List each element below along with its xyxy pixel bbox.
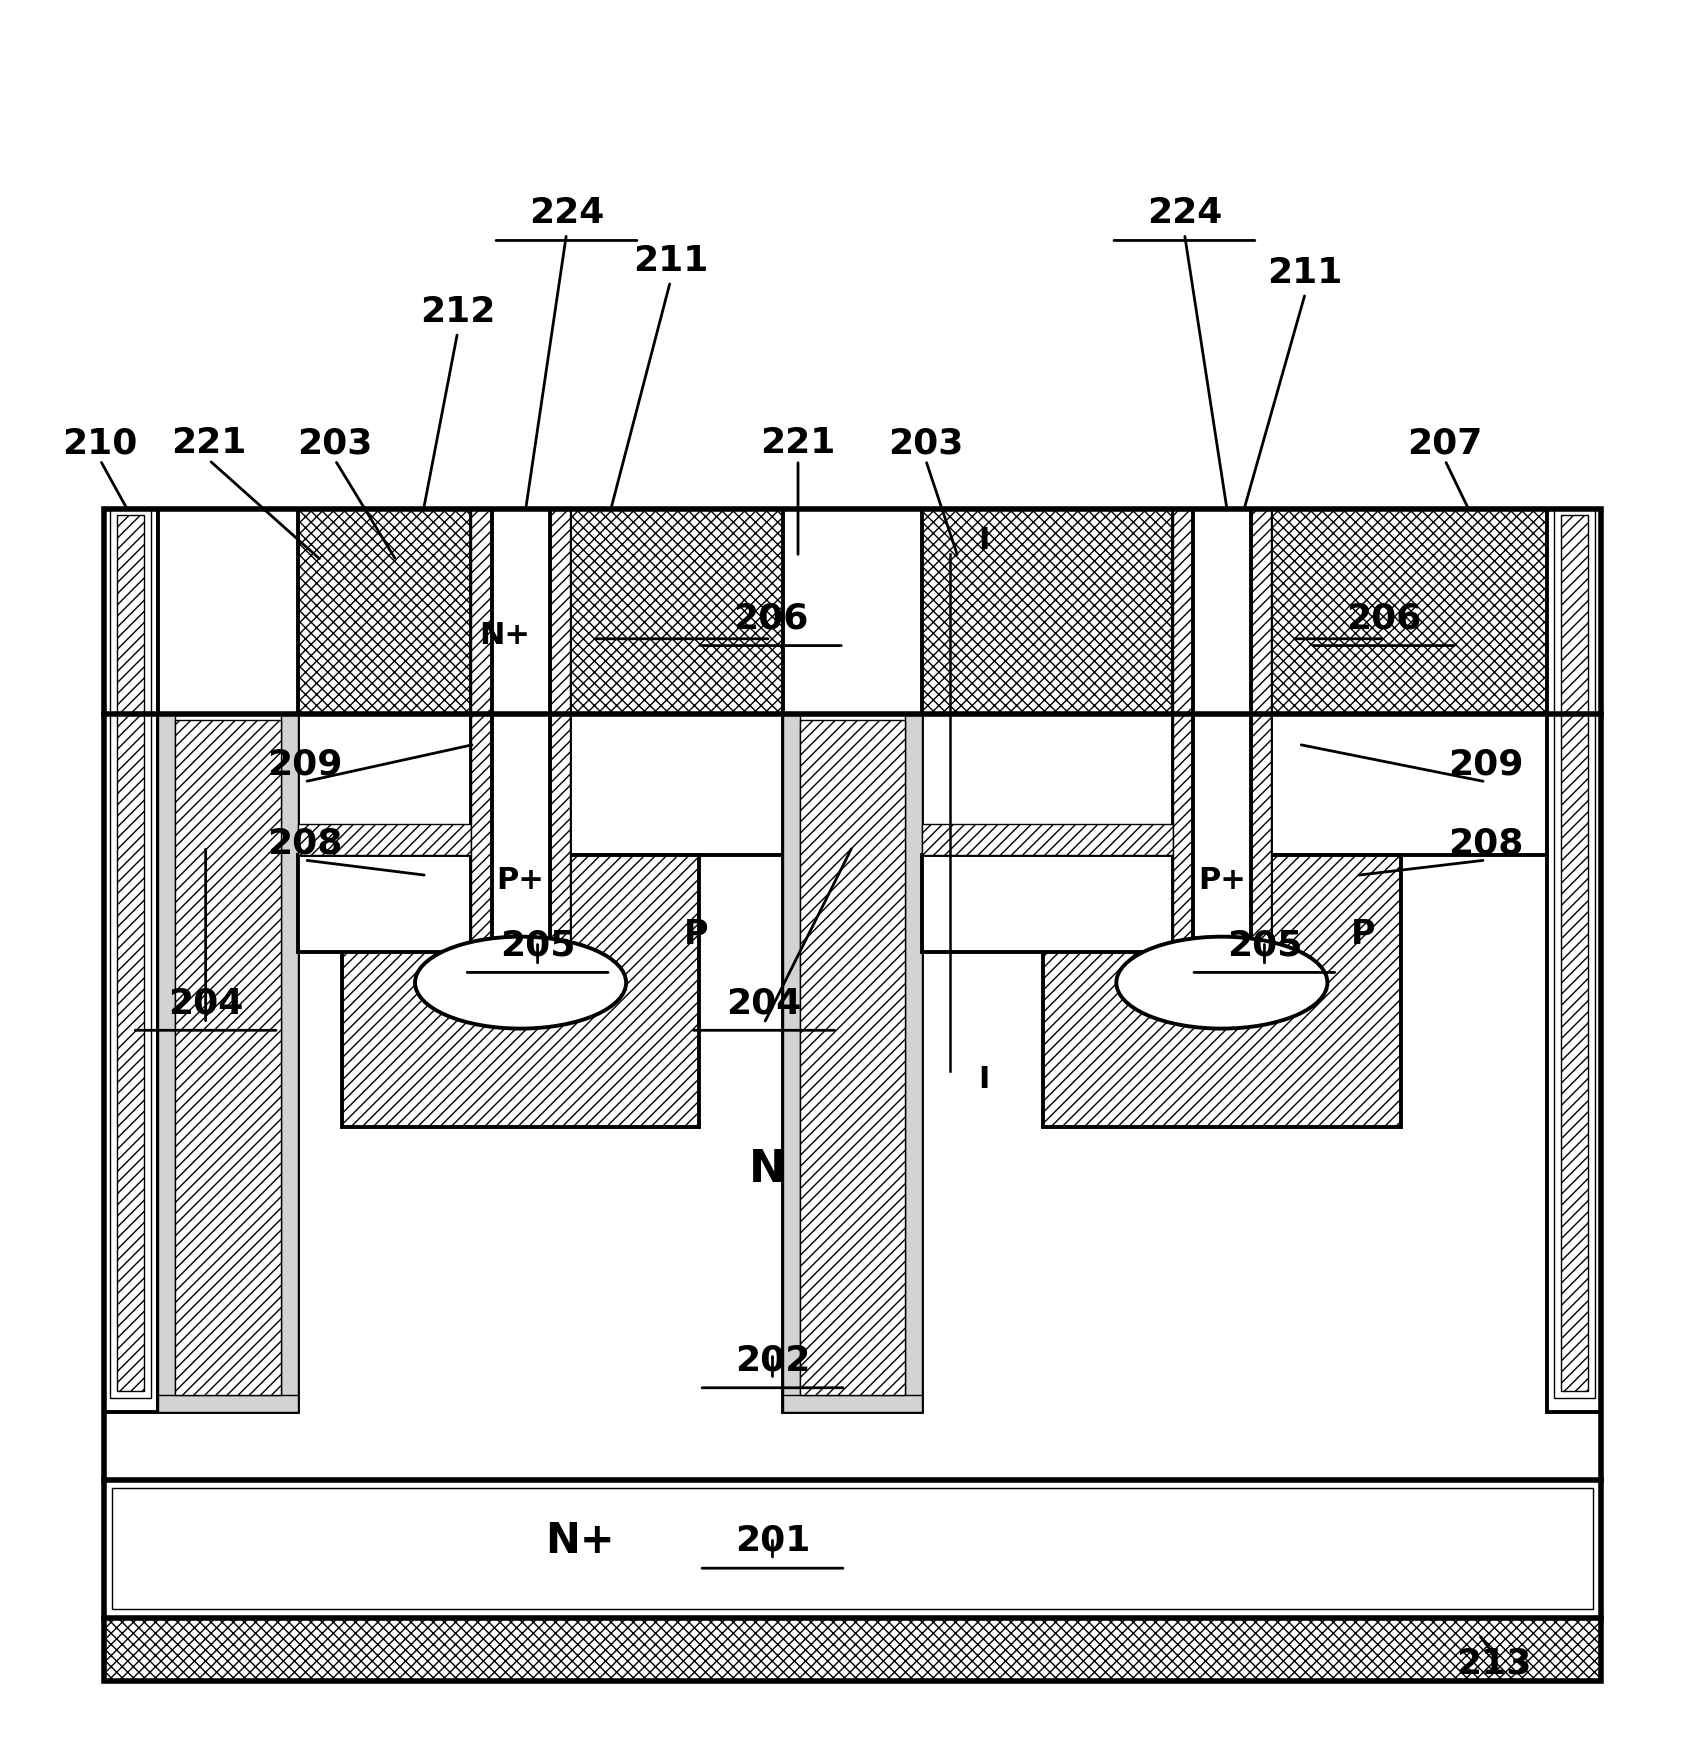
Bar (104, 509, 159, 1412)
Text: 224: 224 (529, 195, 604, 231)
Ellipse shape (1117, 937, 1328, 1028)
Bar (1173, 509, 1272, 991)
Text: 210: 210 (63, 426, 138, 460)
Bar (922, 856, 1173, 953)
Text: 206: 206 (1345, 601, 1422, 636)
Text: 208: 208 (1448, 826, 1523, 859)
Bar (111, 509, 152, 1398)
Bar (471, 509, 491, 991)
Bar (281, 713, 298, 1412)
Bar (783, 1395, 922, 1412)
Bar (159, 509, 298, 1412)
Text: 224: 224 (1147, 195, 1222, 231)
Text: N: N (748, 1148, 786, 1192)
Bar (1173, 509, 1194, 991)
Bar (1553, 509, 1594, 1398)
Bar (471, 509, 569, 991)
Text: P+: P+ (496, 866, 544, 895)
Text: 206: 206 (733, 601, 808, 636)
Bar (1546, 509, 1601, 1412)
Bar (922, 824, 1173, 856)
Bar (113, 1488, 1592, 1610)
Bar (549, 509, 569, 991)
Text: 204: 204 (726, 986, 801, 1020)
Bar (298, 824, 471, 856)
Bar (104, 509, 1601, 713)
Bar (1043, 856, 1400, 1127)
Bar (1194, 509, 1251, 991)
Bar (176, 720, 281, 1395)
Text: 209: 209 (1448, 748, 1524, 782)
Text: N+: N+ (546, 1520, 616, 1562)
Text: 211: 211 (633, 243, 708, 278)
Text: 201: 201 (735, 1523, 810, 1558)
Bar (104, 856, 1601, 1479)
Bar (1251, 509, 1272, 991)
Bar (118, 514, 145, 1391)
Text: 203: 203 (888, 426, 963, 460)
Bar (104, 509, 1601, 1680)
Text: 221: 221 (760, 426, 835, 460)
Text: N+: N+ (479, 622, 530, 650)
Bar (800, 720, 905, 1395)
Text: 205: 205 (1228, 928, 1303, 962)
Bar (905, 713, 922, 1412)
Text: 212: 212 (419, 294, 494, 329)
Text: 213: 213 (1456, 1647, 1531, 1680)
Text: 208: 208 (266, 826, 343, 859)
Text: 209: 209 (266, 748, 343, 782)
Text: I: I (979, 1065, 989, 1094)
Bar (159, 1395, 298, 1412)
Bar (783, 713, 800, 1412)
Text: 221: 221 (172, 426, 247, 460)
Text: P+: P+ (1199, 866, 1246, 895)
Text: I: I (979, 525, 989, 555)
Bar (341, 856, 699, 1127)
Text: 204: 204 (169, 986, 244, 1020)
Text: P: P (1350, 919, 1376, 951)
Text: 211: 211 (1267, 255, 1344, 291)
Bar (1560, 514, 1587, 1391)
Bar (104, 1479, 1601, 1618)
Bar (104, 1618, 1601, 1680)
Text: 202: 202 (735, 1344, 810, 1377)
Text: 205: 205 (500, 928, 575, 962)
Ellipse shape (414, 937, 626, 1028)
Bar (298, 856, 471, 953)
Bar (491, 509, 549, 991)
Text: P: P (684, 919, 708, 951)
Bar (783, 509, 922, 1412)
Text: 207: 207 (1407, 426, 1483, 460)
Text: 203: 203 (297, 426, 373, 460)
Bar (159, 713, 176, 1412)
